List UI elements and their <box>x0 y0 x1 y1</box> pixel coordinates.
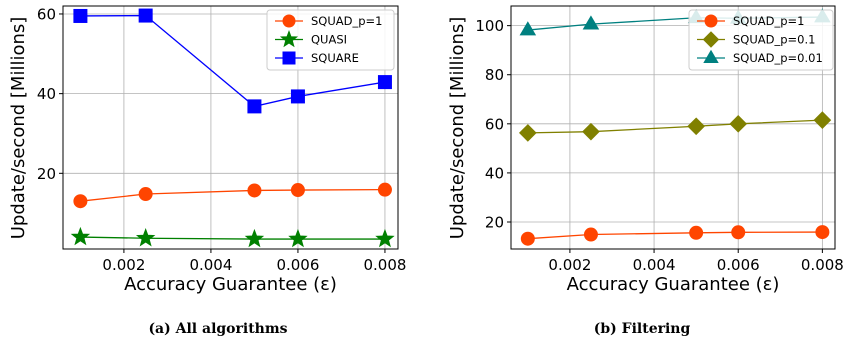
x-tick-label: 0.008 <box>363 256 406 274</box>
data-point <box>247 99 262 114</box>
data-point <box>247 183 262 198</box>
data-point <box>731 225 746 240</box>
legend-label: SQUAD_p=1 <box>733 14 805 28</box>
data-point <box>288 228 308 248</box>
data-point <box>582 15 600 30</box>
x-tick-label: 0.006 <box>276 256 319 274</box>
y-tick-label: 60 <box>37 5 56 23</box>
data-point <box>729 114 748 133</box>
chart-panel-all-algorithms: 0.002 0.004 0.006 0.008 20 40 60 Accuracy Guara… <box>8 5 406 295</box>
y-tick-label: 40 <box>485 164 504 182</box>
data-point <box>582 122 600 141</box>
legend-box <box>266 9 395 71</box>
legend-label: SQUAD_p=0.1 <box>733 33 815 47</box>
y-tick-label: 80 <box>485 66 504 84</box>
legend-label: QUASI <box>311 33 347 47</box>
series-squad-p-0-1 <box>518 111 832 142</box>
plot-frame <box>510 5 836 250</box>
x-tick-label: 0.004 <box>633 256 676 274</box>
x-axis-label: Accuracy Guarantee (ε) <box>124 274 337 295</box>
data-point <box>815 225 830 240</box>
legend-label: SQUAD_p=0.01 <box>733 51 823 65</box>
legend-label: SQUAD_p=1 <box>311 14 383 28</box>
x-tick-label: 0.002 <box>102 256 145 274</box>
data-point <box>813 111 832 129</box>
data-point <box>138 187 153 202</box>
data-point <box>689 225 704 240</box>
legend-marker <box>704 14 718 28</box>
caption-b: (b) Filtering <box>594 321 691 337</box>
legend-marker <box>282 14 296 28</box>
y-tick-label: 100 <box>475 17 504 35</box>
legend-marker <box>703 49 719 63</box>
y-tick-label: 20 <box>37 165 56 183</box>
x-axis-label: Accuracy Guarantee (ε) <box>567 274 780 295</box>
legend: SQUAD_p=1 SQUAD_p=0.1 SQUAD_p=0.01 <box>688 9 834 71</box>
legend-marker <box>702 31 720 48</box>
data-point <box>687 117 705 136</box>
data-point <box>290 183 305 198</box>
data-point <box>375 228 395 248</box>
data-point <box>583 227 598 242</box>
series-line <box>80 188 385 202</box>
series-line <box>527 119 823 134</box>
y-tick-label: 20 <box>485 214 504 232</box>
data-point <box>73 8 88 23</box>
data-point <box>377 75 392 90</box>
legend-marker <box>282 51 296 65</box>
data-point <box>520 231 535 246</box>
x-tick-label: 0.006 <box>717 256 760 274</box>
y-axis-label: Update/second [Millions] <box>447 17 468 240</box>
caption-a: (a) All algorithms <box>148 321 287 337</box>
data-point <box>70 226 91 246</box>
data-point <box>377 182 392 197</box>
y-tick-label: 60 <box>485 115 504 133</box>
data-point <box>519 21 537 36</box>
data-point <box>73 194 88 209</box>
legend-marker <box>279 29 299 48</box>
data-point <box>138 8 153 23</box>
series-line <box>527 231 823 240</box>
series-line <box>80 236 385 240</box>
legend-box <box>688 9 834 71</box>
data-point <box>290 89 305 104</box>
series-squad-p-1 <box>520 225 830 246</box>
series-squad-p-1 <box>73 182 392 209</box>
legend-label: SQUARE <box>311 51 359 65</box>
data-point <box>244 228 265 248</box>
series-quasi <box>70 226 395 248</box>
data-point <box>135 228 156 247</box>
data-point <box>518 124 537 142</box>
chart-panel-filtering: 0.002 0.004 0.006 0.008 20 40 60 80 100 Accuracy … <box>447 5 844 295</box>
plot-frame <box>62 5 399 250</box>
x-tick-label: 0.004 <box>189 256 232 274</box>
x-tick-label: 0.002 <box>548 256 591 274</box>
series-square <box>73 8 392 114</box>
legend: SQUAD_p=1 QUASI SQUARE <box>266 9 395 71</box>
x-tick-label: 0.008 <box>801 256 844 274</box>
y-axis-label: Update/second [Millions] <box>8 17 29 240</box>
y-tick-label: 40 <box>37 85 56 103</box>
